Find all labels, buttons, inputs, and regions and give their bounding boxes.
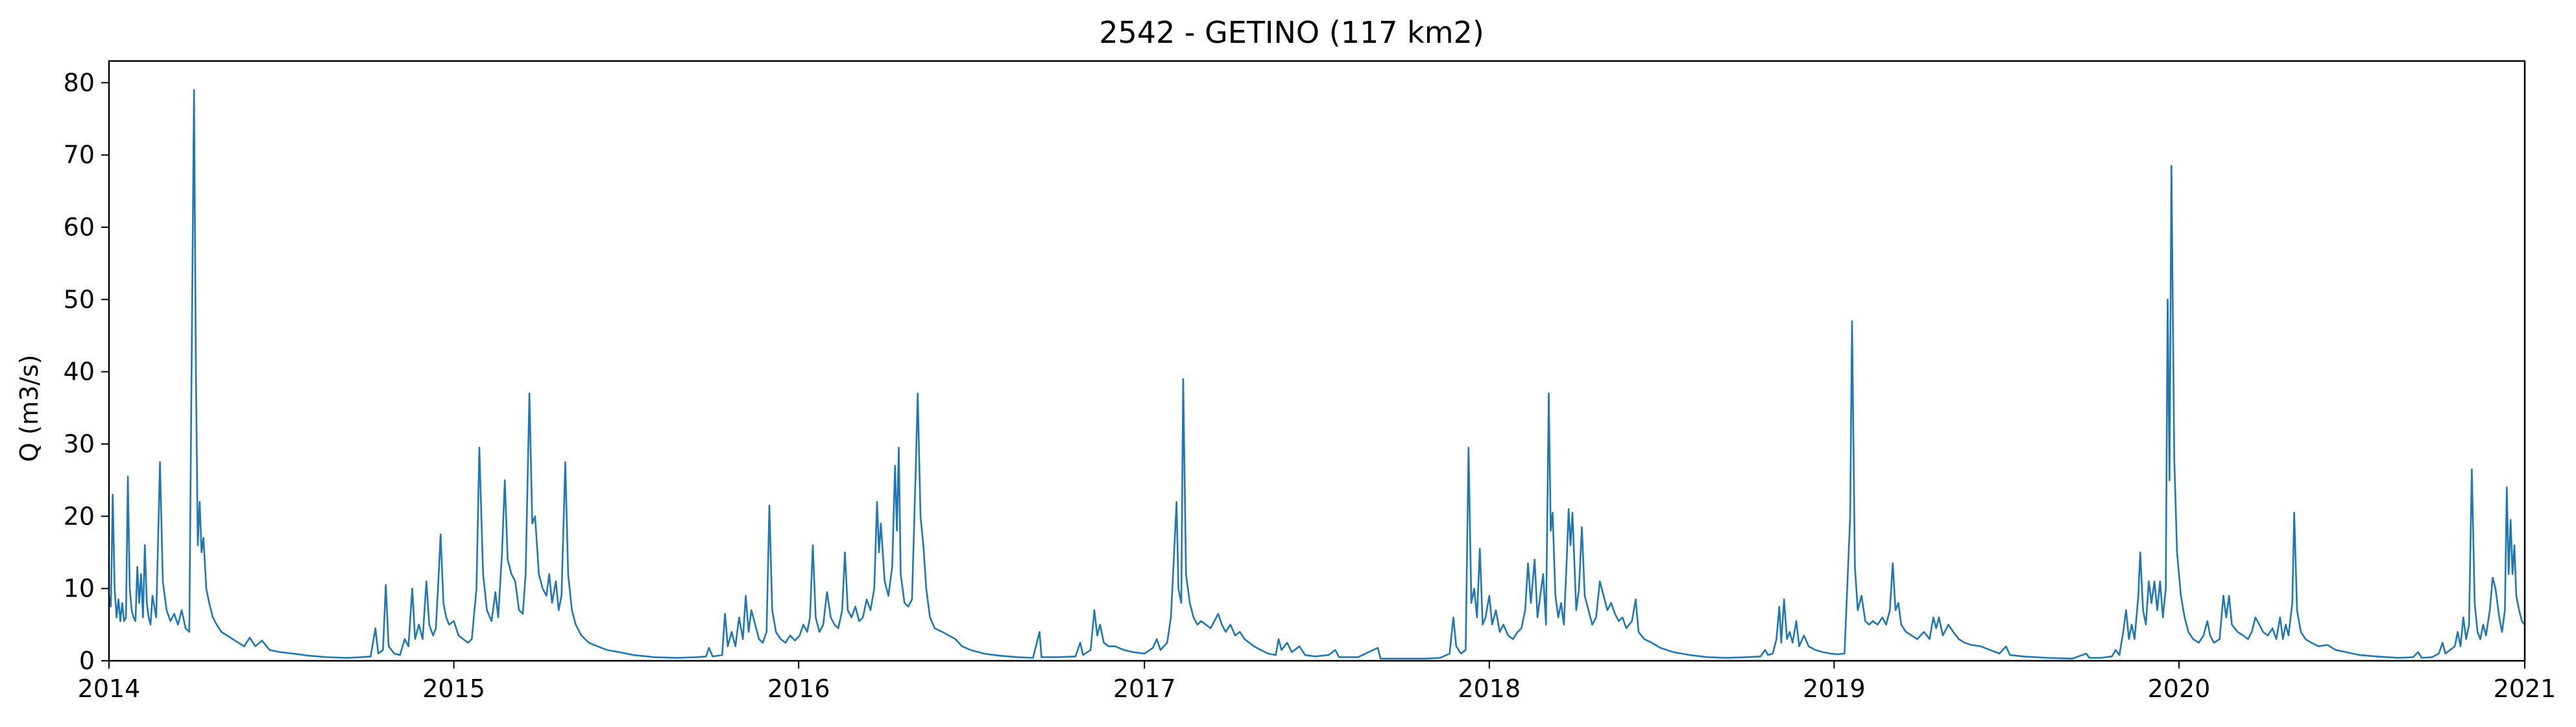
plot-frame — [108, 60, 2526, 662]
x-tick-label: 2019 — [1803, 674, 1866, 703]
x-tick-label: 2017 — [1113, 674, 1176, 703]
chart-title: 2542 - GETINO (117 km2) — [1099, 15, 1484, 50]
y-tick-label: 80 — [64, 68, 95, 97]
y-tick-label: 0 — [79, 647, 95, 675]
y-tick-label: 50 — [64, 285, 95, 314]
x-tick-label: 2015 — [422, 674, 485, 703]
x-tick-label: 2021 — [2494, 674, 2557, 703]
y-tick-label: 60 — [64, 213, 95, 241]
x-tick-label: 2014 — [78, 674, 141, 703]
y-axis: 0 10 20 30 40 50 60 70 80 — [64, 68, 109, 675]
y-tick-label: 20 — [64, 502, 95, 530]
y-tick-label: 40 — [64, 358, 95, 386]
x-tick-label: 2020 — [2148, 674, 2211, 703]
y-tick-label: 10 — [64, 574, 95, 603]
x-axis: 2014 2015 2016 2017 2018 2019 2020 2021 — [78, 661, 2557, 703]
y-axis-label: Q (m3/s) — [15, 354, 43, 462]
x-tick-label: 2018 — [1458, 674, 1521, 703]
y-tick-label: 30 — [64, 430, 95, 458]
x-tick-label: 2016 — [767, 674, 830, 703]
y-tick-label: 70 — [64, 141, 95, 169]
discharge-series-line — [108, 89, 2526, 659]
